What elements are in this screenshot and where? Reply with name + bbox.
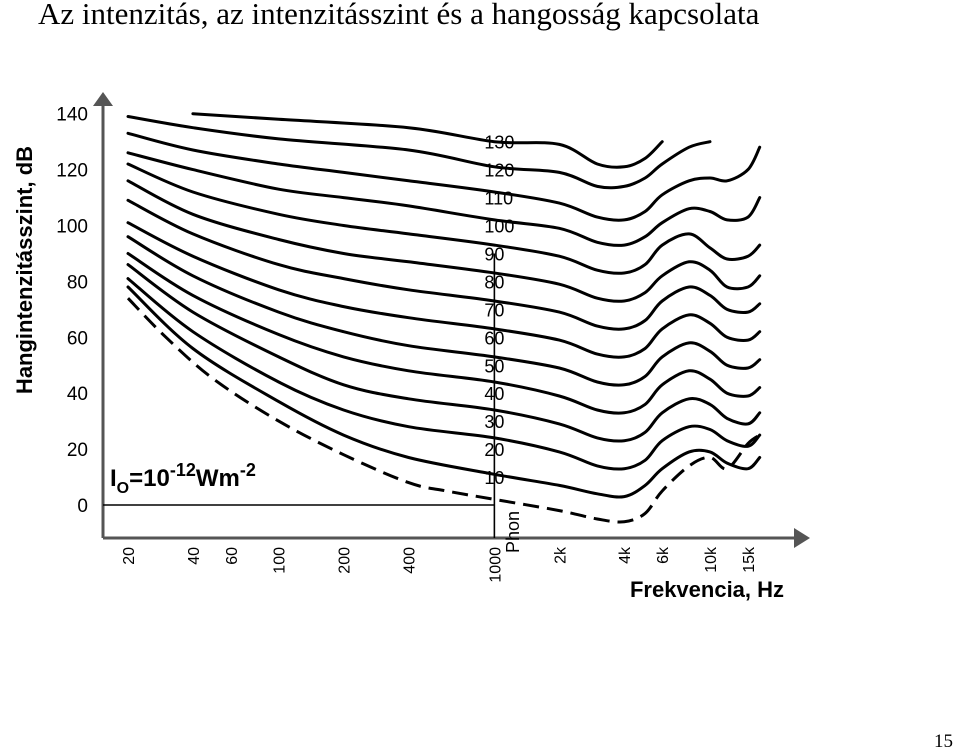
chart-axes xyxy=(93,92,810,548)
y-tick-label: 140 xyxy=(56,105,88,126)
y-tick-label: 0 xyxy=(77,496,88,517)
x-tick-label: 10k xyxy=(703,546,720,573)
phon-label: 20 xyxy=(484,440,504,460)
phon-label: 30 xyxy=(484,412,504,432)
phon-label: 10 xyxy=(484,468,504,488)
phon-labels: 130 120 110 100 90 80 70 60 50 40 30 20 10 xyxy=(484,133,514,488)
x-tick-label: 200 xyxy=(337,547,354,574)
x-tick-label: 2k xyxy=(552,546,569,564)
equal-loudness-curve xyxy=(126,252,762,415)
x-tick-label: 6k xyxy=(655,546,672,564)
y-tick-label: 120 xyxy=(56,161,88,182)
x-tick-labels: 20 40 60 100 200 400 1000 2k 4k 6k 10k 15k xyxy=(121,546,758,583)
x-tick-label: 400 xyxy=(402,547,419,574)
equal-loudness-curve xyxy=(191,112,664,169)
equal-loudness-curve xyxy=(126,115,712,190)
phon-label: 50 xyxy=(484,356,504,376)
x-tick-label: 1000 xyxy=(487,547,504,583)
ref-exp1: -12 xyxy=(170,460,196,480)
phon-label: 70 xyxy=(484,300,504,320)
phon-label: 80 xyxy=(484,272,504,292)
phon-label: 100 xyxy=(484,217,514,237)
x-tick-label: 15k xyxy=(741,546,758,573)
x-tick-label: 4k xyxy=(617,546,634,564)
equal-loudness-curve xyxy=(126,131,762,222)
x-tick-label: 100 xyxy=(272,547,289,574)
phon-label: 120 xyxy=(484,161,514,181)
x-axis-label: Frekvencia, Hz xyxy=(630,577,784,602)
page-number: 15 xyxy=(934,731,953,752)
equal-loudness-curves xyxy=(126,112,762,524)
ref-exp2: -2 xyxy=(240,460,256,480)
y-axis-arrow xyxy=(93,92,113,106)
equal-loudness-curve xyxy=(126,235,762,387)
ref-unit: Wm xyxy=(196,465,240,492)
x-axis-arrow xyxy=(794,528,810,548)
reference-intensity-label: IO=10-12Wm-2 xyxy=(110,460,256,497)
y-tick-label: 80 xyxy=(67,272,88,293)
phon-label: 90 xyxy=(484,245,504,265)
phon-axis-label: Phon xyxy=(503,511,523,553)
hearing-threshold-curve xyxy=(126,297,761,524)
y-tick-label: 40 xyxy=(67,384,88,405)
y-tick-labels: 0 20 40 60 80 100 120 140 xyxy=(56,105,88,517)
equal-loudness-curve xyxy=(126,151,762,247)
x-tick-label: 20 xyxy=(121,547,138,565)
y-tick-label: 20 xyxy=(67,440,88,461)
phon-label: 40 xyxy=(484,384,504,404)
phon-label: 130 xyxy=(484,133,514,153)
x-tick-label: 60 xyxy=(224,547,241,565)
equal-loudness-curve xyxy=(126,263,762,443)
ref-sub: O xyxy=(117,480,129,497)
phon-label: 60 xyxy=(484,328,504,348)
ref-base: I xyxy=(110,465,117,492)
equal-loudness-curve xyxy=(126,285,762,499)
reference-lines xyxy=(103,253,496,538)
x-tick-label: 40 xyxy=(186,547,203,565)
ref-eq: =10 xyxy=(129,465,170,492)
equal-loudness-curve xyxy=(126,221,762,359)
y-tick-label: 60 xyxy=(67,328,88,349)
y-axis-label: Hangintenzitásszint, dB xyxy=(12,146,37,394)
equal-loudness-curve xyxy=(126,162,762,275)
slide-title: Az intenzitás, az intenzitásszint és a h… xyxy=(38,0,760,31)
equal-loudness-curve xyxy=(126,277,762,471)
y-tick-label: 100 xyxy=(56,217,88,238)
equal-loudness-curve xyxy=(126,179,762,303)
equal-loudness-curve xyxy=(126,198,762,331)
phon-label: 110 xyxy=(484,189,513,209)
